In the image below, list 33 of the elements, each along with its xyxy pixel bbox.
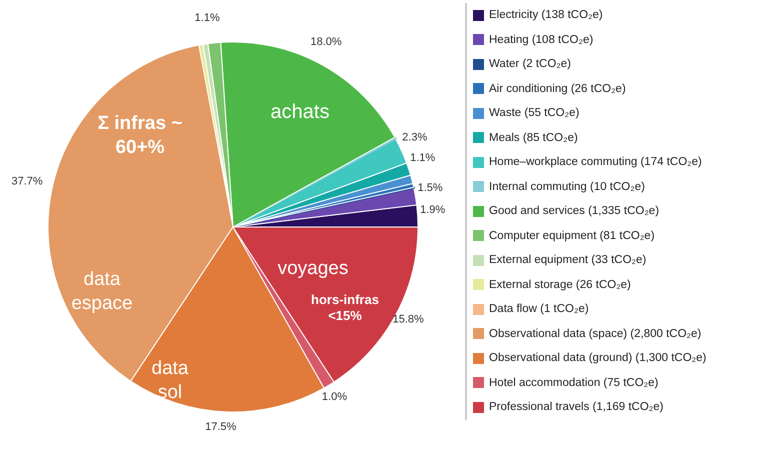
legend-label: Air conditioning (26 tCO₂e) [489, 82, 626, 95]
legend-label: Internal commuting (10 tCO₂e) [489, 180, 645, 193]
data-label: 1.1% [194, 12, 220, 24]
legend-label: Electricity (138 tCO₂e) [489, 9, 603, 22]
text: data espace [70, 268, 134, 316]
text: voyages [276, 257, 350, 281]
data-label: 1.1% [410, 152, 436, 164]
legend-label: Waste (55 tCO₂e) [489, 107, 580, 120]
data-label: 1.9% [420, 204, 446, 216]
text: hors-infras <15% [310, 292, 380, 324]
legend-label: Home–workplace commuting (174 tCO₂e) [489, 156, 702, 168]
text: achats [270, 100, 330, 125]
data-label: 1.5% [418, 182, 443, 194]
data-label: 1.0% [322, 391, 348, 404]
data-label: 15.8% [392, 314, 424, 326]
legend-label: Water (2 tCO₂e) [489, 58, 571, 70]
data-label: 17.5% [205, 420, 237, 433]
data-label: 37.7% [11, 175, 43, 188]
legend-label: Observational data (space) (2,800 tCO₂e) [489, 328, 702, 340]
legend-label: Meals (85 tCO₂e) [489, 132, 578, 144]
legend-label: Observational data (ground) (1,300 tCO₂e) [489, 352, 706, 364]
legend-label: External storage (26 tCO₂e) [489, 278, 631, 291]
data-label: 2.3% [402, 131, 428, 144]
legend-label: Good and services (1,335 tCO₂e) [489, 205, 660, 218]
legend-label: Professional travels (1,169 tCO₂e) [489, 401, 664, 414]
legend-label: Heating (108 tCO₂e) [489, 34, 594, 46]
data-label: 18.0% [310, 36, 342, 48]
legend-label: Data flow (1 tCO₂e) [489, 303, 589, 316]
legend-label: Hotel accommodation (75 tCO₂e) [489, 376, 658, 389]
text: data sol [150, 357, 190, 404]
legend-label: External equipment (33 tCO₂e) [489, 254, 646, 266]
legend-label: Computer equipment (81 tCO₂e) [489, 230, 655, 242]
text: Σ infras ~ 60+% [96, 112, 184, 160]
